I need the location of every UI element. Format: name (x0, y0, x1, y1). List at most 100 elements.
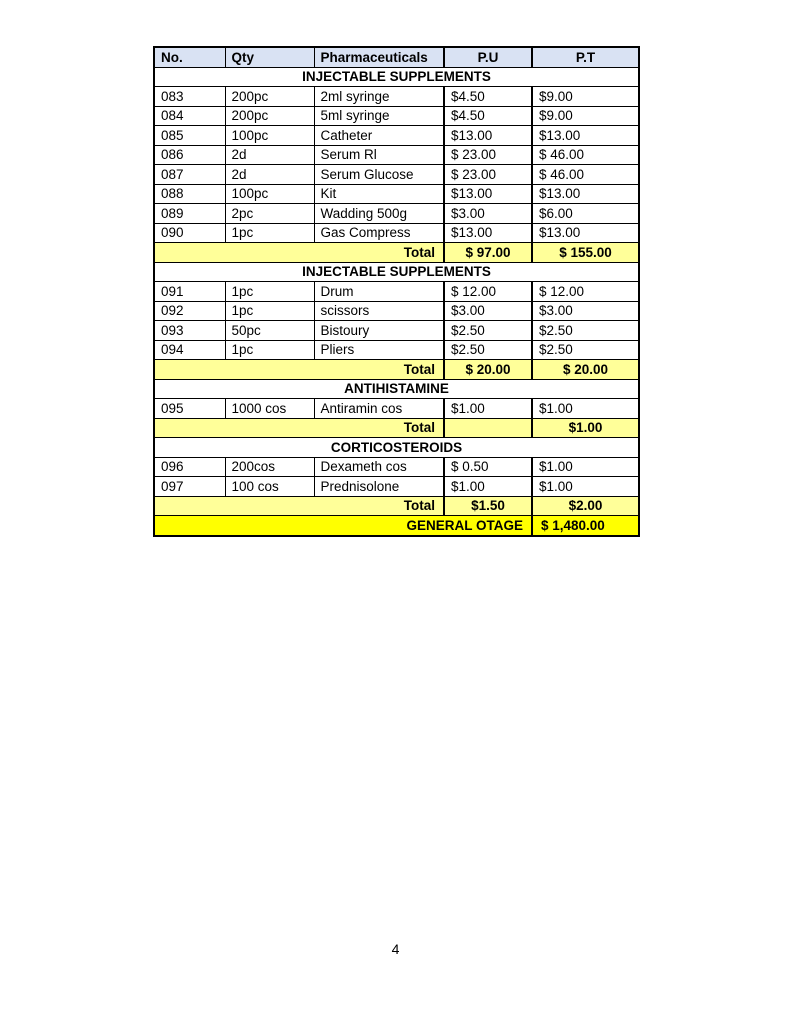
col-header-qty: Qty (224, 46, 315, 68)
cell-pt: $2.50 (531, 320, 640, 341)
cell-item: Kit (313, 183, 445, 204)
cell-no: 083 (153, 86, 226, 107)
cell-pu: $1.00 (443, 398, 533, 419)
total-pu: $ 20.00 (443, 359, 533, 380)
total-label: Total (153, 495, 445, 516)
total-row: Total $1.00 (153, 417, 640, 438)
col-header-pharmaceuticals: Pharmaceuticals (313, 46, 445, 68)
cell-pt: $9.00 (531, 86, 640, 107)
cell-item: Serum Glucose (313, 164, 445, 185)
cell-item: Pliers (313, 339, 445, 360)
table-row: 092 1pc scissors $3.00 $3.00 (153, 300, 640, 321)
cell-pu: $3.00 (443, 300, 533, 321)
col-header-pu: P.U (443, 46, 533, 68)
cell-qty: 1pc (224, 339, 315, 360)
table-row: 085 100pc Catheter $13.00 $13.00 (153, 125, 640, 146)
page-number: 4 (391, 941, 400, 957)
cell-no: 092 (153, 300, 226, 321)
section-title: INJECTABLE SUPPLEMENTS (153, 261, 640, 282)
cell-no: 091 (153, 281, 226, 302)
section-title-row: CORTICOSTEROIDS (153, 437, 640, 458)
cell-pt: $1.00 (531, 398, 640, 419)
cell-pt: $ 12.00 (531, 281, 640, 302)
cell-pu: $3.00 (443, 203, 533, 224)
table-row: 089 2pc Wadding 500g $3.00 $6.00 (153, 203, 640, 224)
col-header-no: No. (153, 46, 226, 68)
col-header-pt: P.T (531, 46, 640, 68)
total-row: Total $ 20.00 $ 20.00 (153, 359, 640, 380)
cell-qty: 200pc (224, 105, 315, 126)
table-row: 096 200cos Dexameth cos $ 0.50 $1.00 (153, 456, 640, 477)
cell-pt: $1.00 (531, 456, 640, 477)
cell-item: Dexameth cos (313, 456, 445, 477)
section-title: CORTICOSTEROIDS (153, 437, 640, 458)
table-row: 095 1000 cos Antiramin cos $1.00 $1.00 (153, 398, 640, 419)
cell-pu: $ 12.00 (443, 281, 533, 302)
cell-pu: $13.00 (443, 183, 533, 204)
cell-pt: $6.00 (531, 203, 640, 224)
cell-pt: $1.00 (531, 476, 640, 497)
table-row: 087 2d Serum Glucose $ 23.00 $ 46.00 (153, 164, 640, 185)
cell-item: Catheter (313, 125, 445, 146)
total-label: Total (153, 417, 445, 438)
cell-no: 097 (153, 476, 226, 497)
table-row: 091 1pc Drum $ 12.00 $ 12.00 (153, 281, 640, 302)
cell-qty: 2d (224, 164, 315, 185)
table-row: 097 100 cos Prednisolone $1.00 $1.00 (153, 476, 640, 497)
cell-qty: 100pc (224, 125, 315, 146)
cell-item: Drum (313, 281, 445, 302)
cell-qty: 1000 cos (224, 398, 315, 419)
cell-no: 095 (153, 398, 226, 419)
section-title: ANTIHISTAMINE (153, 378, 640, 399)
table-row: 084 200pc 5ml syringe $4.50 $9.00 (153, 105, 640, 126)
cell-pu: $2.50 (443, 339, 533, 360)
table-header-row: No. Qty Pharmaceuticals P.U P.T (153, 46, 640, 68)
cell-qty: 2pc (224, 203, 315, 224)
cell-item: Prednisolone (313, 476, 445, 497)
cell-no: 086 (153, 144, 226, 165)
cell-qty: 200pc (224, 86, 315, 107)
cell-pt: $ 46.00 (531, 164, 640, 185)
total-pu (443, 417, 533, 438)
pharmaceuticals-table: No. Qty Pharmaceuticals P.U P.T INJECTAB… (153, 46, 640, 537)
cell-item: 5ml syringe (313, 105, 445, 126)
cell-pu: $2.50 (443, 320, 533, 341)
cell-item: Bistoury (313, 320, 445, 341)
total-row: Total $ 97.00 $ 155.00 (153, 242, 640, 263)
total-label: Total (153, 242, 445, 263)
cell-item: Serum Rl (313, 144, 445, 165)
cell-qty: 200cos (224, 456, 315, 477)
grand-total-value: $ 1,480.00 (531, 515, 640, 536)
cell-no: 085 (153, 125, 226, 146)
cell-pt: $13.00 (531, 222, 640, 243)
cell-item: 2ml syringe (313, 86, 445, 107)
cell-qty: 2d (224, 144, 315, 165)
grand-total-label: GENERAL OTAGE (153, 515, 533, 536)
grand-total-row: GENERAL OTAGE $ 1,480.00 (153, 515, 640, 536)
cell-pt: $3.00 (531, 300, 640, 321)
cell-item: Antiramin cos (313, 398, 445, 419)
cell-pu: $ 0.50 (443, 456, 533, 477)
cell-pt: $13.00 (531, 125, 640, 146)
section-title: INJECTABLE SUPPLEMENTS (153, 66, 640, 87)
cell-no: 090 (153, 222, 226, 243)
section-title-row: INJECTABLE SUPPLEMENTS (153, 261, 640, 282)
cell-qty: 1pc (224, 281, 315, 302)
cell-pt: $ 46.00 (531, 144, 640, 165)
table-row: 086 2d Serum Rl $ 23.00 $ 46.00 (153, 144, 640, 165)
cell-qty: 1pc (224, 300, 315, 321)
cell-qty: 1pc (224, 222, 315, 243)
total-label: Total (153, 359, 445, 380)
cell-item: Gas Compress (313, 222, 445, 243)
cell-pu: $4.50 (443, 86, 533, 107)
cell-qty: 50pc (224, 320, 315, 341)
table-row: 094 1pc Pliers $2.50 $2.50 (153, 339, 640, 360)
cell-pt: $2.50 (531, 339, 640, 360)
cell-pt: $9.00 (531, 105, 640, 126)
total-pt: $ 20.00 (531, 359, 640, 380)
cell-qty: 100pc (224, 183, 315, 204)
total-pu: $ 97.00 (443, 242, 533, 263)
cell-no: 094 (153, 339, 226, 360)
total-row: Total $1.50 $2.00 (153, 495, 640, 516)
cell-pu: $13.00 (443, 125, 533, 146)
